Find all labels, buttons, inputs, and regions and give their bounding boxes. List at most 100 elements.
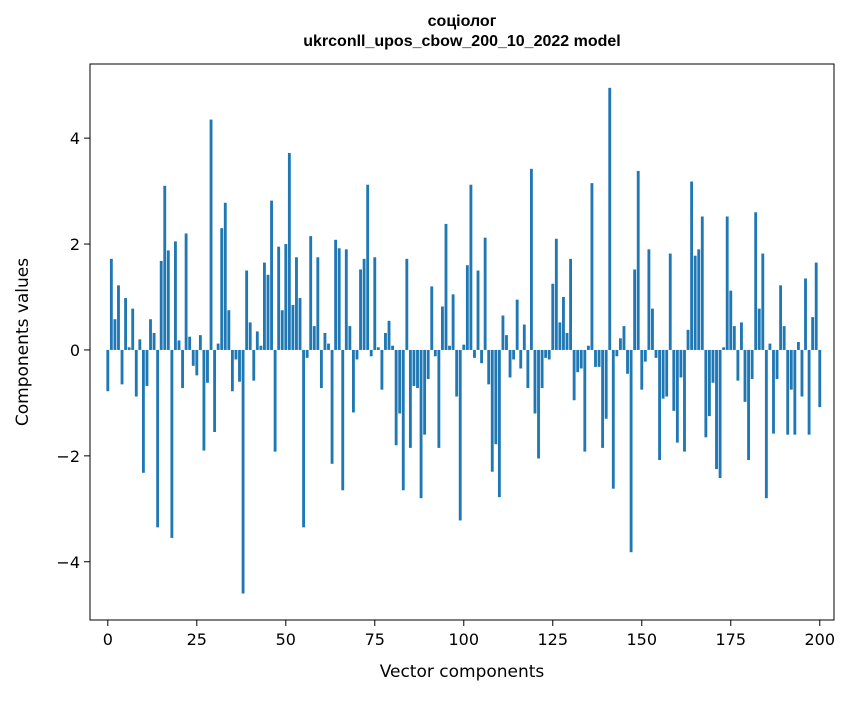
bar bbox=[263, 262, 266, 350]
bar bbox=[750, 349, 754, 380]
bar bbox=[426, 349, 430, 380]
bar bbox=[501, 315, 505, 350]
bar bbox=[554, 238, 558, 350]
bar bbox=[184, 233, 188, 350]
bar bbox=[149, 319, 152, 350]
bar bbox=[408, 349, 412, 448]
bar bbox=[373, 257, 377, 350]
bar bbox=[291, 304, 295, 350]
bar bbox=[633, 269, 637, 350]
bar bbox=[341, 349, 345, 491]
x-tick-label: 125 bbox=[538, 630, 569, 649]
bar bbox=[312, 326, 316, 350]
bar bbox=[177, 340, 181, 350]
bar bbox=[430, 286, 434, 350]
bar bbox=[423, 349, 427, 435]
bar bbox=[579, 349, 583, 369]
bar bbox=[629, 349, 633, 553]
bar bbox=[113, 319, 117, 350]
bar bbox=[213, 349, 217, 433]
bar bbox=[394, 349, 398, 446]
bar bbox=[412, 349, 416, 386]
bar bbox=[522, 324, 526, 350]
bar bbox=[490, 349, 494, 472]
bar bbox=[455, 349, 459, 397]
bar bbox=[597, 349, 601, 367]
x-tick-label: 175 bbox=[715, 630, 746, 649]
bar bbox=[796, 342, 800, 350]
bar bbox=[786, 349, 790, 435]
plot-frame bbox=[89, 63, 835, 621]
bar bbox=[608, 87, 612, 350]
bar bbox=[640, 349, 644, 390]
bar bbox=[547, 349, 551, 360]
bar bbox=[462, 344, 466, 350]
bar bbox=[811, 317, 815, 350]
x-tick-label: 25 bbox=[187, 630, 207, 649]
y-tick-label: 4 bbox=[70, 129, 80, 148]
bar bbox=[387, 320, 391, 350]
bar bbox=[594, 349, 597, 367]
bar bbox=[497, 349, 501, 498]
bar bbox=[376, 347, 380, 350]
bar bbox=[700, 216, 704, 350]
bar bbox=[668, 253, 672, 350]
bar bbox=[416, 349, 419, 389]
bar bbox=[327, 343, 330, 350]
x-tick-label: 150 bbox=[626, 630, 657, 649]
bar bbox=[679, 349, 683, 378]
bar bbox=[109, 258, 113, 350]
bar bbox=[686, 329, 690, 350]
bar bbox=[725, 216, 729, 350]
bar bbox=[145, 349, 149, 386]
x-tick-label: 75 bbox=[365, 630, 385, 649]
y-axis-ticks: −4 −2 0 2 4 bbox=[56, 129, 90, 572]
bar bbox=[248, 322, 252, 350]
bar bbox=[188, 336, 192, 350]
bar bbox=[743, 349, 747, 402]
bar bbox=[565, 333, 569, 350]
bar bbox=[405, 258, 409, 350]
bar bbox=[711, 349, 715, 383]
bar bbox=[206, 349, 209, 383]
bar bbox=[690, 181, 694, 350]
bar bbox=[658, 349, 661, 461]
bar bbox=[551, 283, 555, 350]
bar bbox=[444, 223, 448, 350]
bar bbox=[487, 349, 491, 385]
bar bbox=[255, 331, 259, 350]
bar bbox=[562, 296, 565, 350]
bar bbox=[754, 212, 758, 350]
chart-subtitle: ukrconll_upos_cbow_200_10_2022 model bbox=[303, 33, 621, 50]
bar bbox=[782, 326, 786, 350]
bar bbox=[156, 349, 160, 528]
bar bbox=[234, 349, 238, 360]
bar bbox=[772, 349, 775, 434]
bar bbox=[465, 265, 469, 350]
bar bbox=[707, 349, 711, 417]
bar bbox=[302, 349, 306, 528]
bar bbox=[761, 253, 765, 350]
bar bbox=[611, 349, 615, 489]
bar bbox=[512, 349, 516, 360]
bar bbox=[330, 349, 334, 464]
bar bbox=[384, 333, 387, 350]
x-tick-label: 0 bbox=[103, 630, 113, 649]
bar bbox=[576, 349, 580, 373]
bar bbox=[227, 310, 231, 350]
bar bbox=[166, 250, 170, 350]
bar bbox=[117, 285, 120, 350]
bar bbox=[793, 349, 797, 435]
bar bbox=[533, 349, 537, 414]
bar bbox=[540, 349, 544, 389]
bar bbox=[323, 333, 327, 350]
bar bbox=[316, 257, 320, 350]
bar bbox=[508, 349, 512, 378]
bar bbox=[223, 202, 227, 350]
bar bbox=[295, 257, 298, 350]
bar bbox=[266, 274, 270, 350]
bar bbox=[366, 184, 370, 350]
bar bbox=[134, 349, 138, 397]
bar bbox=[216, 343, 220, 350]
